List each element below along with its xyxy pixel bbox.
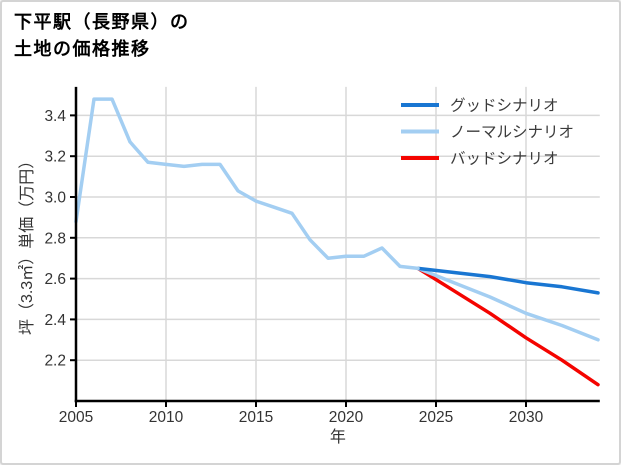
y-tick-label: 3.0 bbox=[44, 190, 66, 207]
x-tick-label: 2020 bbox=[329, 409, 364, 426]
y-tick-label: 2.8 bbox=[44, 230, 66, 247]
y-tick-label: 3.2 bbox=[44, 149, 66, 166]
y-tick-label: 2.2 bbox=[44, 353, 66, 370]
legend-item-normal[interactable]: ノーマルシナリオ bbox=[401, 124, 574, 141]
legend-label-bad: バッドシナリオ bbox=[450, 151, 559, 168]
legend-item-good[interactable]: グッドシナリオ bbox=[401, 97, 559, 115]
y-tick-label: 2.6 bbox=[44, 271, 66, 288]
y-tick-label: 3.4 bbox=[44, 108, 66, 125]
x-tick-label: 2030 bbox=[509, 409, 544, 426]
x-tick-label: 2025 bbox=[419, 409, 453, 426]
normal-scenario-line bbox=[416, 266, 600, 342]
bad-scenario-line bbox=[416, 266, 600, 387]
good-scenario-line bbox=[416, 266, 600, 295]
legend-item-bad[interactable]: バッドシナリオ bbox=[401, 151, 559, 168]
legend-label-good: グッドシナリオ bbox=[450, 97, 559, 115]
y-tick-label: 2.4 bbox=[44, 312, 66, 329]
chart-title-line1: 下平駅（長野県）の bbox=[14, 12, 190, 32]
x-tick-label: 2010 bbox=[149, 409, 184, 426]
chart-title-line2: 土地の価格推移 bbox=[14, 39, 151, 59]
history-line bbox=[74, 97, 420, 271]
x-axis-label: 年 bbox=[330, 428, 346, 446]
y-axis-label: 坪（3.3㎡）単価（万円） bbox=[18, 153, 36, 335]
x-tick-label: 2005 bbox=[59, 409, 93, 426]
x-tick-label: 2015 bbox=[239, 409, 273, 426]
chart-title: 下平駅（長野県）の 土地の価格推移 bbox=[14, 9, 190, 63]
legend-label-normal: ノーマルシナリオ bbox=[450, 124, 574, 141]
